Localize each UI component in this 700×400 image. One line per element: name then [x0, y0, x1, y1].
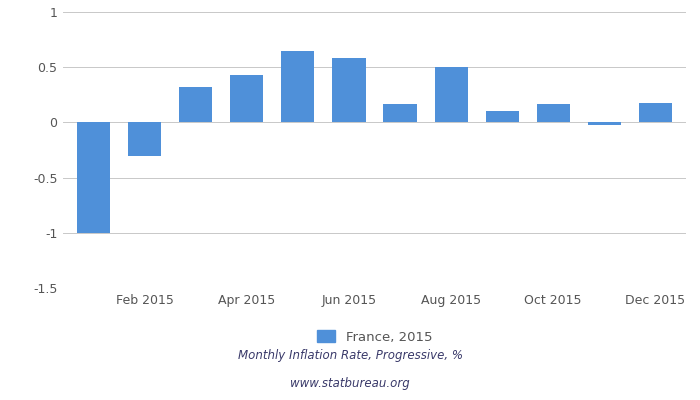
Text: Monthly Inflation Rate, Progressive, %: Monthly Inflation Rate, Progressive, %	[237, 350, 463, 362]
Bar	[435, 67, 468, 122]
Bar	[128, 122, 161, 156]
Bar	[486, 111, 519, 122]
Bar	[537, 104, 570, 122]
Bar	[230, 75, 263, 122]
Bar	[179, 87, 212, 122]
Bar	[281, 51, 314, 122]
Bar	[639, 102, 672, 122]
Bar	[332, 58, 365, 122]
Text: www.statbureau.org: www.statbureau.org	[290, 378, 410, 390]
Bar	[77, 122, 110, 233]
Bar	[588, 122, 621, 125]
Legend: France, 2015: France, 2015	[316, 330, 433, 344]
Bar	[384, 104, 416, 122]
